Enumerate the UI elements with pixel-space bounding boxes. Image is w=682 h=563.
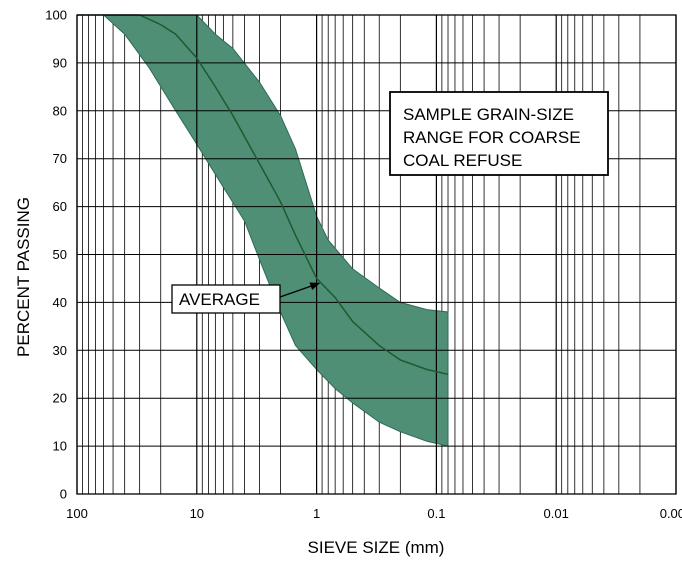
x-tick-label: 0.1 bbox=[427, 506, 445, 521]
callout-box bbox=[389, 91, 609, 176]
grain-size-range-band bbox=[102, 14, 449, 447]
y-tick-label: 60 bbox=[53, 199, 67, 214]
y-tick-label: 90 bbox=[53, 55, 67, 70]
y-tick-label: 0 bbox=[60, 487, 67, 502]
y-tick-label: 70 bbox=[53, 151, 67, 166]
average-arrow bbox=[279, 282, 321, 298]
x-axis-title: SIEVE SIZE (mm) bbox=[308, 538, 445, 557]
callout-line-1: SAMPLE GRAIN-SIZE bbox=[403, 105, 574, 124]
sample-range-callout: SAMPLE GRAIN-SIZE RANGE FOR COARSE COAL … bbox=[389, 91, 609, 176]
callout-line-3: COAL REFUSE bbox=[403, 151, 522, 170]
y-tick-label: 100 bbox=[45, 8, 67, 23]
average-label: AVERAGE bbox=[179, 290, 260, 309]
plot-area bbox=[76, 14, 677, 495]
average-line bbox=[77, 14, 449, 376]
x-tick-label: 1 bbox=[313, 506, 320, 521]
average-callout: AVERAGE bbox=[171, 282, 321, 314]
y-tick-label: 50 bbox=[53, 247, 67, 262]
x-tick-label: 10 bbox=[190, 506, 204, 521]
y-tick-label: 20 bbox=[53, 391, 67, 406]
y-tick-label: 10 bbox=[53, 439, 67, 454]
callout-line-2: RANGE FOR COARSE bbox=[403, 128, 581, 147]
tick-labels: 100 10 1 0.1 0.01 0.001 0 10 20 30 40 50 60 70 80 90 100 bbox=[45, 8, 682, 522]
range-band-layer bbox=[102, 14, 449, 447]
y-tick-label: 40 bbox=[53, 295, 67, 310]
y-axis-title: PERCENT PASSING bbox=[14, 197, 33, 357]
average-label-box bbox=[171, 284, 281, 314]
y-tick-label: 80 bbox=[53, 103, 67, 118]
x-tick-label: 0.001 bbox=[660, 506, 682, 521]
x-tick-label: 0.01 bbox=[544, 506, 569, 521]
y-tick-label: 30 bbox=[53, 343, 67, 358]
series-layer bbox=[77, 14, 449, 376]
x-tick-label: 100 bbox=[66, 506, 88, 521]
